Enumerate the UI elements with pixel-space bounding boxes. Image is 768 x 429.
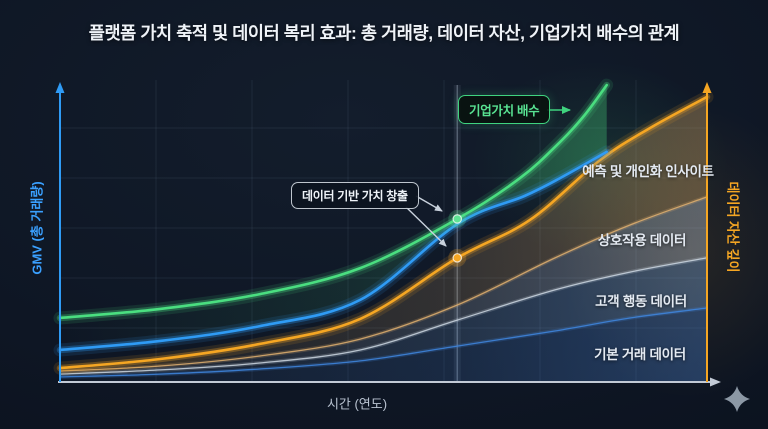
boundary-line-b3 bbox=[59, 307, 708, 378]
right-y-axis-arrow-icon bbox=[702, 82, 712, 93]
data-value-callout: 데이터 기반 가치 창출 bbox=[291, 182, 419, 209]
band-area-1 bbox=[60, 196, 707, 375]
band-label-interaction: 상호작용 데이터 bbox=[597, 233, 687, 248]
annotation-arrows bbox=[405, 106, 571, 247]
left-y-axis-arrow-icon bbox=[55, 82, 65, 93]
line-data-asset bbox=[58, 95, 709, 370]
x-axis-label: 시간 (연도) bbox=[326, 396, 388, 412]
line-ev-multiple bbox=[58, 83, 608, 320]
band-label-insights: 예측 및 개인화 인사이트 bbox=[582, 164, 714, 179]
line-gmv bbox=[58, 150, 608, 352]
chart-series bbox=[53, 78, 714, 382]
callout-arrow-to-orange-dot-icon bbox=[405, 206, 447, 247]
page-title: 플랫폼 가치 축적 및 데이터 복리 효과: 총 거래량, 데이터 자산, 기업… bbox=[88, 23, 680, 43]
band-label-transactions: 기본 거래 데이터 bbox=[594, 347, 686, 362]
enterprise-value-callout: 기업가치 배수 bbox=[458, 95, 551, 124]
marker-dot-data-asset bbox=[452, 253, 463, 263]
sparkle-logo-icon bbox=[724, 386, 750, 412]
highlight-area bbox=[60, 85, 607, 350]
band-area-0 bbox=[60, 96, 707, 372]
boundary-line-b1 bbox=[59, 196, 708, 372]
boundary-line-b2 bbox=[59, 257, 708, 375]
band-area-3 bbox=[60, 308, 707, 382]
x-axis-arrow-icon bbox=[710, 377, 721, 387]
right-axis-label: 데이터 자산 깊이 bbox=[725, 181, 741, 273]
band-label-behavior: 고객 행동 데이터 bbox=[595, 294, 687, 309]
callout-arrow-to-green-dot-icon bbox=[415, 195, 443, 212]
left-axis-label: GMV (총 거래량) bbox=[29, 181, 45, 275]
marker-dot-ev-multiple bbox=[452, 214, 463, 224]
axes bbox=[55, 82, 721, 387]
